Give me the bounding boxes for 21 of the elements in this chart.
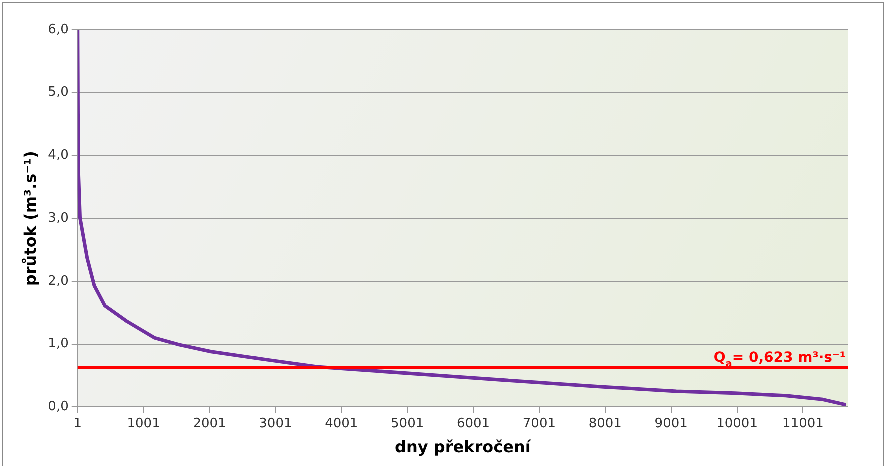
x-tick-label: 8001 — [588, 416, 622, 432]
x-tick-label: 11001 — [782, 416, 824, 432]
x-tick-label: 7001 — [522, 416, 556, 432]
y-axis-title: průtok (m³.s⁻¹) — [20, 151, 40, 286]
x-tick-label: 5001 — [391, 416, 424, 432]
y-tick-label: 6,0 — [48, 22, 69, 38]
x-tick-label: 6001 — [456, 416, 490, 432]
x-axis-title: dny překročení — [395, 438, 532, 457]
x-tick-label: 3001 — [259, 416, 292, 432]
x-tick-label: 2001 — [193, 416, 226, 432]
x-tick-label: 4001 — [325, 416, 358, 432]
x-tick-label: 1001 — [127, 416, 160, 432]
x-tick-label: 10001 — [716, 416, 758, 432]
y-tick-label: 1,0 — [48, 336, 69, 352]
x-tick-label: 1 — [74, 416, 82, 432]
y-tick-label: 4,0 — [48, 148, 69, 164]
y-tick-label: 3,0 — [48, 210, 69, 226]
y-tick-label: 2,0 — [48, 274, 69, 289]
y-tick-label: 5,0 — [48, 85, 69, 100]
x-tick-label: 9001 — [654, 416, 688, 432]
y-tick-label: 0,0 — [48, 400, 69, 415]
